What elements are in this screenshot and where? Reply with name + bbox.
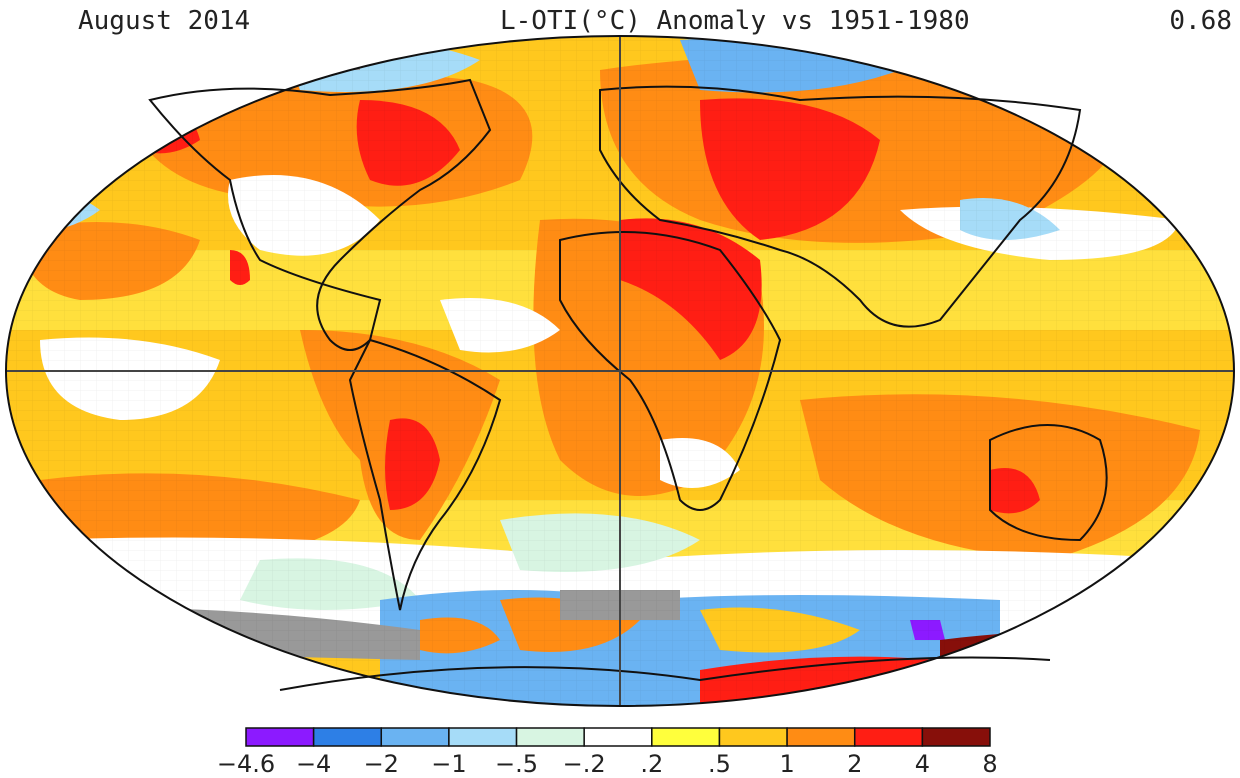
legend-tick-label: .2: [640, 750, 663, 778]
legend-bin: [651, 727, 721, 747]
map-title: L-OTI(°C) Anomaly vs 1951-1980: [500, 6, 970, 36]
legend-tick-label: .5: [708, 750, 731, 778]
legend-bin: [786, 727, 856, 747]
legend-bin: [583, 727, 653, 747]
map-date: August 2014: [78, 6, 251, 36]
legend-tick-label: −4.6: [217, 750, 275, 778]
legend-bin: [245, 727, 315, 747]
legend-bin: [312, 727, 383, 747]
legend-tick-label: 4: [915, 750, 930, 778]
legend-tick-label: −4: [296, 750, 331, 778]
legend-tick-label: −.2: [563, 750, 606, 778]
legend-bin: [448, 727, 518, 747]
legend-bin: [853, 727, 924, 747]
legend-tick-label: −.5: [495, 750, 538, 778]
legend-tick-label: 1: [779, 750, 794, 778]
legend-bin: [515, 727, 585, 747]
legend-bin: [380, 727, 450, 747]
coastlines: [148, 78, 1108, 691]
legend-bin: [921, 727, 991, 747]
legend-tick-label: −2: [364, 750, 399, 778]
legend-tick-label: 2: [847, 750, 862, 778]
legend-tick-label: −1: [431, 750, 466, 778]
map-border: [5, 35, 1235, 707]
legend-ticks: −4.6 −4 −2 −1 −.5 −.2 .2 .5 1 2 4 8: [217, 750, 998, 778]
legend-tick-label: 8: [982, 750, 997, 778]
global-mean-anomaly: 0.68: [1169, 6, 1232, 36]
legend-bin: [718, 727, 788, 747]
legend-bins: [245, 727, 991, 747]
